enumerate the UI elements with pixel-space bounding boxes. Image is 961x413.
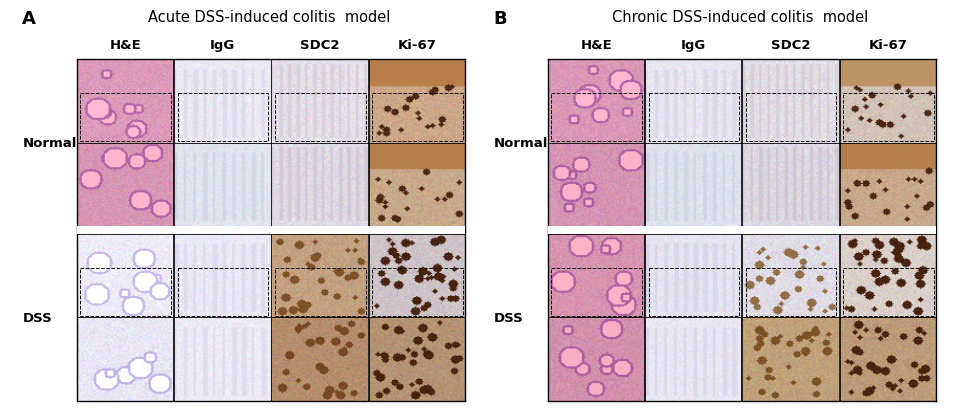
- Bar: [372, 268, 463, 316]
- Text: Normal: Normal: [23, 137, 78, 150]
- Text: IgG: IgG: [681, 39, 706, 52]
- Bar: [649, 268, 739, 316]
- Bar: [746, 268, 836, 316]
- Bar: [178, 268, 268, 316]
- Text: Normal: Normal: [494, 137, 549, 150]
- Bar: [746, 94, 836, 142]
- Text: B: B: [493, 10, 506, 28]
- Text: Acute DSS-induced colitis  model: Acute DSS-induced colitis model: [148, 10, 390, 25]
- Bar: [649, 94, 739, 142]
- Text: H&E: H&E: [110, 39, 141, 52]
- Bar: [552, 94, 642, 142]
- Text: Ki-67: Ki-67: [869, 39, 908, 52]
- Bar: [372, 94, 463, 142]
- Bar: [843, 268, 934, 316]
- Text: A: A: [22, 10, 36, 28]
- Text: IgG: IgG: [210, 39, 235, 52]
- Bar: [81, 94, 171, 142]
- Bar: [178, 94, 268, 142]
- Bar: [81, 268, 171, 316]
- Text: DSS: DSS: [494, 311, 524, 324]
- Bar: [843, 94, 934, 142]
- Text: DSS: DSS: [23, 311, 53, 324]
- Bar: [552, 268, 642, 316]
- Bar: [275, 94, 365, 142]
- Text: Ki-67: Ki-67: [398, 39, 437, 52]
- Text: Chronic DSS-induced colitis  model: Chronic DSS-induced colitis model: [612, 10, 868, 25]
- Text: H&E: H&E: [580, 39, 612, 52]
- Text: SDC2: SDC2: [301, 39, 340, 52]
- Text: SDC2: SDC2: [772, 39, 811, 52]
- Bar: [275, 268, 365, 316]
